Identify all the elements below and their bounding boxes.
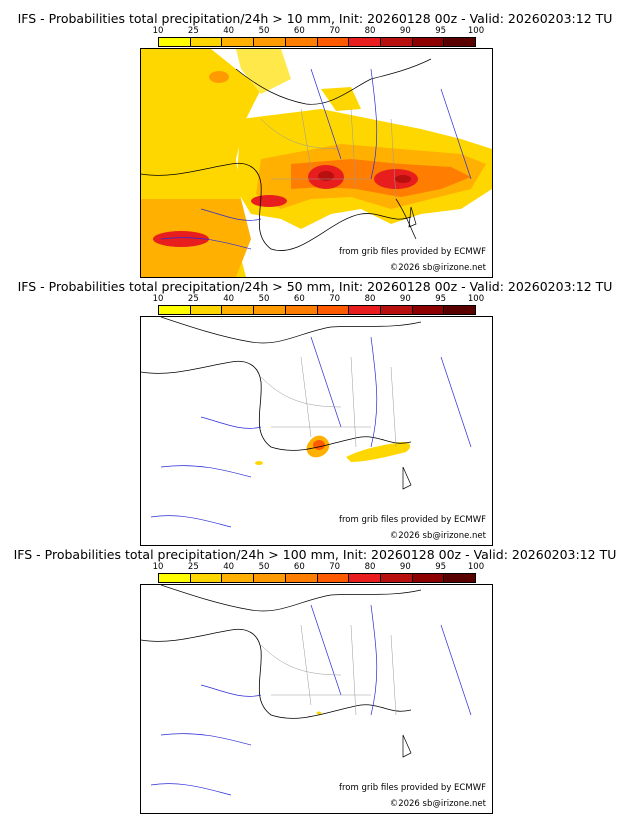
panel-10mm: IFS - Probabilities total precipitation/…: [0, 12, 630, 280]
colorbar-tick-label: 60: [293, 562, 305, 572]
colorbar-tick-label: 80: [364, 26, 376, 36]
colorbar-tick-label: 100: [467, 26, 485, 36]
colorbar-tick-label: 50: [258, 26, 270, 36]
colorbar: [158, 37, 476, 47]
credit-copyright: ©2026 sb@irizone.net: [389, 263, 486, 273]
panel-100mm: IFS - Probabilities total precipitation/…: [0, 548, 630, 816]
colorbar-tick-label: 25: [187, 26, 199, 36]
colorbar-segment: [349, 574, 381, 582]
colorbar-tick-label: 60: [293, 294, 305, 304]
colorbar-ticks: 10 25 40 50 60 70 80 90 95 100: [153, 26, 485, 37]
colorbar-tick-label: 90: [399, 294, 411, 304]
credit-source: from grib files provided by ECMWF: [339, 783, 486, 793]
colorbar-segment: [444, 306, 476, 314]
map-canvas: [141, 317, 492, 545]
colorbar-tick-label: 50: [258, 562, 270, 572]
colorbar-ticks: 10 25 40 50 60 70 80 90 95 100: [153, 294, 485, 305]
precip-map: from grib files provided by ECMWF ©2026 …: [140, 584, 493, 814]
precip-map: from grib files provided by ECMWF ©2026 …: [140, 316, 493, 546]
colorbar-tick-label: 95: [435, 562, 447, 572]
colorbar-segment: [159, 574, 191, 582]
colorbar-segment: [412, 38, 445, 46]
credit-copyright: ©2026 sb@irizone.net: [389, 799, 486, 809]
panel-title: IFS - Probabilities total precipitation/…: [17, 279, 613, 294]
colorbar-tick-label: 70: [329, 562, 341, 572]
colorbar-segment: [190, 38, 223, 46]
precip-map: from grib files provided by ECMWF ©2026 …: [140, 48, 493, 278]
colorbar-ticks: 10 25 40 50 60 70 80 90 95 100: [153, 562, 485, 573]
credit-copyright: ©2026 sb@irizone.net: [389, 531, 486, 541]
colorbar-tick-label: 80: [364, 294, 376, 304]
colorbar-segment: [285, 574, 318, 582]
colorbar-tick-label: 40: [223, 26, 235, 36]
colorbar-segment: [317, 38, 350, 46]
colorbar-tick-label: 25: [187, 562, 199, 572]
colorbar-segment: [317, 306, 350, 314]
panel-50mm: IFS - Probabilities total precipitation/…: [0, 280, 630, 548]
colorbar-segment: [412, 306, 445, 314]
credit-source: from grib files provided by ECMWF: [339, 515, 486, 525]
colorbar-segment: [222, 38, 255, 46]
colorbar-segment: [222, 306, 255, 314]
colorbar-segment: [190, 574, 223, 582]
colorbar-tick-label: 90: [399, 562, 411, 572]
colorbar-tick-label: 100: [467, 294, 485, 304]
colorbar-segment: [190, 306, 223, 314]
colorbar-tick-label: 60: [293, 26, 305, 36]
panel-title: IFS - Probabilities total precipitation/…: [17, 11, 613, 26]
colorbar-segment: [285, 306, 318, 314]
colorbar-tick-label: 10: [152, 294, 164, 304]
colorbar-segment: [159, 306, 191, 314]
colorbar-segment: [254, 306, 286, 314]
colorbar-tick-label: 10: [152, 26, 164, 36]
colorbar-tick-label: 70: [329, 294, 341, 304]
colorbar-segment: [285, 38, 318, 46]
map-canvas: [141, 49, 492, 277]
colorbar-segment: [317, 574, 350, 582]
colorbar-segment: [444, 38, 476, 46]
colorbar-tick-label: 100: [467, 562, 485, 572]
colorbar-segment: [254, 38, 286, 46]
colorbar-segment: [159, 38, 191, 46]
colorbar-tick-label: 70: [329, 26, 341, 36]
colorbar: [158, 573, 476, 583]
colorbar-segment: [380, 574, 413, 582]
colorbar-tick-label: 80: [364, 562, 376, 572]
colorbar-segment: [349, 38, 381, 46]
colorbar-tick-label: 90: [399, 26, 411, 36]
colorbar-tick-label: 25: [187, 294, 199, 304]
colorbar: [158, 305, 476, 315]
colorbar-tick-label: 10: [152, 562, 164, 572]
map-canvas: [141, 585, 492, 813]
colorbar-segment: [444, 574, 476, 582]
colorbar-tick-label: 95: [435, 294, 447, 304]
colorbar-tick-label: 50: [258, 294, 270, 304]
credit-source: from grib files provided by ECMWF: [339, 247, 486, 257]
colorbar-segment: [222, 574, 255, 582]
colorbar-segment: [349, 306, 381, 314]
colorbar-segment: [412, 574, 445, 582]
panel-title: IFS - Probabilities total precipitation/…: [13, 547, 617, 562]
colorbar-segment: [380, 38, 413, 46]
colorbar-segment: [254, 574, 286, 582]
colorbar-segment: [380, 306, 413, 314]
colorbar-tick-label: 40: [223, 562, 235, 572]
colorbar-tick-label: 40: [223, 294, 235, 304]
colorbar-tick-label: 95: [435, 26, 447, 36]
